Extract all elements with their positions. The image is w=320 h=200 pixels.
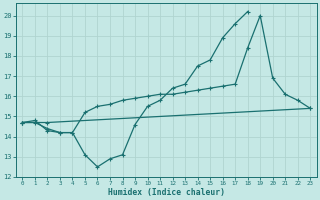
X-axis label: Humidex (Indice chaleur): Humidex (Indice chaleur) [108,188,225,197]
